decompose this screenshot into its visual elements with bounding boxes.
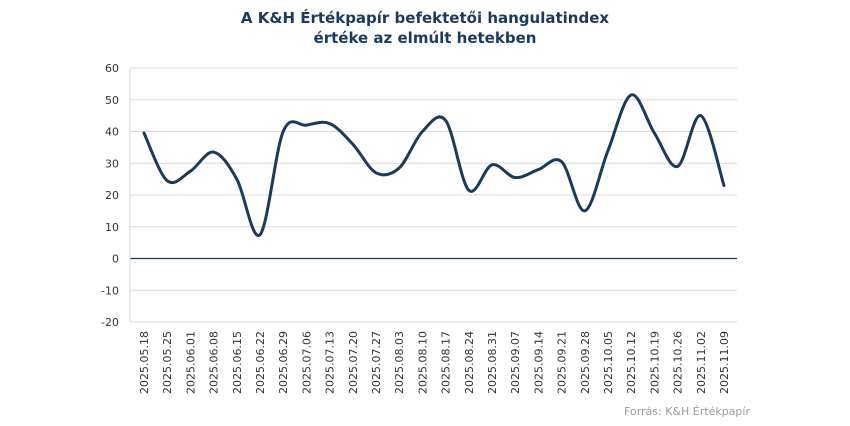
data-point xyxy=(537,168,540,171)
y-tick-label: -20 xyxy=(101,316,119,329)
data-point xyxy=(560,160,563,163)
data-point xyxy=(467,189,470,192)
series-layer xyxy=(142,93,726,237)
x-tick-label: 2025.07.06 xyxy=(300,331,313,394)
y-axis-ticks: 60 50 40 30 20 10 0 -10 -20 xyxy=(101,62,119,329)
data-point xyxy=(375,171,377,174)
x-tick-label: 2025.09.21 xyxy=(556,331,569,394)
data-point xyxy=(421,130,424,133)
y-tick-label: 60 xyxy=(105,62,119,75)
data-point xyxy=(259,233,261,236)
x-tick-label: 2025.05.25 xyxy=(161,331,174,394)
y-tick-label: 30 xyxy=(105,157,119,170)
data-point xyxy=(143,132,145,135)
y-tick-label: 0 xyxy=(112,253,119,266)
x-tick-label: 2025.06.22 xyxy=(254,331,267,394)
x-tick-label: 2025.08.03 xyxy=(393,331,406,394)
y-tick-label: 40 xyxy=(105,126,119,139)
x-tick-label: 2025.07.13 xyxy=(324,331,337,394)
data-point xyxy=(699,114,702,117)
x-tick-label: 2025.07.27 xyxy=(370,331,383,394)
x-tick-label: 2025.10.26 xyxy=(672,331,685,394)
x-tick-label: 2025.09.28 xyxy=(579,331,592,394)
grid-lines xyxy=(129,67,737,323)
x-tick-label: 2025.06.08 xyxy=(208,331,221,394)
x-tick-label: 2025.06.15 xyxy=(231,331,244,394)
x-tick-label: 2025.08.24 xyxy=(463,331,476,394)
data-point xyxy=(514,176,517,179)
data-point xyxy=(282,130,285,133)
y-tick-label: 20 xyxy=(105,189,119,202)
x-tick-label: 2025.07.20 xyxy=(347,331,360,394)
data-point xyxy=(398,167,401,170)
data-point xyxy=(491,163,493,166)
data-point xyxy=(189,170,192,173)
x-tick-label: 2025.06.01 xyxy=(184,331,197,394)
series-line xyxy=(142,93,726,237)
data-point xyxy=(166,179,169,182)
data-point xyxy=(305,124,308,127)
x-tick-label: 2025.09.07 xyxy=(509,331,522,394)
data-point xyxy=(235,178,238,181)
data-point xyxy=(351,143,354,146)
chart-title-line-2: értéke az elmúlt hetekben xyxy=(313,29,537,47)
data-point xyxy=(212,151,215,154)
y-tick-label: 50 xyxy=(105,94,119,107)
x-tick-label: 2025.06.29 xyxy=(277,331,290,394)
data-point xyxy=(653,132,656,135)
data-point xyxy=(676,165,679,168)
chart-title-line-1: A K&H Értékpapír befektetői hangulatinde… xyxy=(240,9,610,27)
data-point xyxy=(328,122,331,125)
x-tick-label: 2025.05.18 xyxy=(138,331,151,394)
x-tick-label: 2025.10.05 xyxy=(602,331,615,394)
x-tick-label: 2025.08.31 xyxy=(486,331,499,394)
y-tick-label: 10 xyxy=(105,221,119,234)
x-tick-label: 2025.10.19 xyxy=(648,331,661,394)
x-tick-label: 2025.08.17 xyxy=(440,331,453,394)
chart-title: A K&H Értékpapír befektetői hangulatinde… xyxy=(0,8,850,48)
x-axis-ticks: 2025.05.18 2025.05.25 2025.06.01 2025.06.08… xyxy=(138,331,731,394)
x-tick-label: 2025.09.14 xyxy=(532,331,545,394)
data-point xyxy=(444,119,447,122)
data-point xyxy=(607,149,609,152)
source-note: Forrás: K&H Értékpapír xyxy=(624,405,750,418)
y-tick-label: -10 xyxy=(101,284,119,297)
data-point xyxy=(583,209,586,212)
x-tick-label: 2025.08.10 xyxy=(416,331,429,394)
x-tick-label: 2025.11.02 xyxy=(695,331,708,394)
data-point xyxy=(723,184,725,187)
x-tick-label: 2025.11.09 xyxy=(718,331,731,394)
x-tick-label: 2025.10.12 xyxy=(625,331,638,394)
data-point xyxy=(630,93,633,96)
